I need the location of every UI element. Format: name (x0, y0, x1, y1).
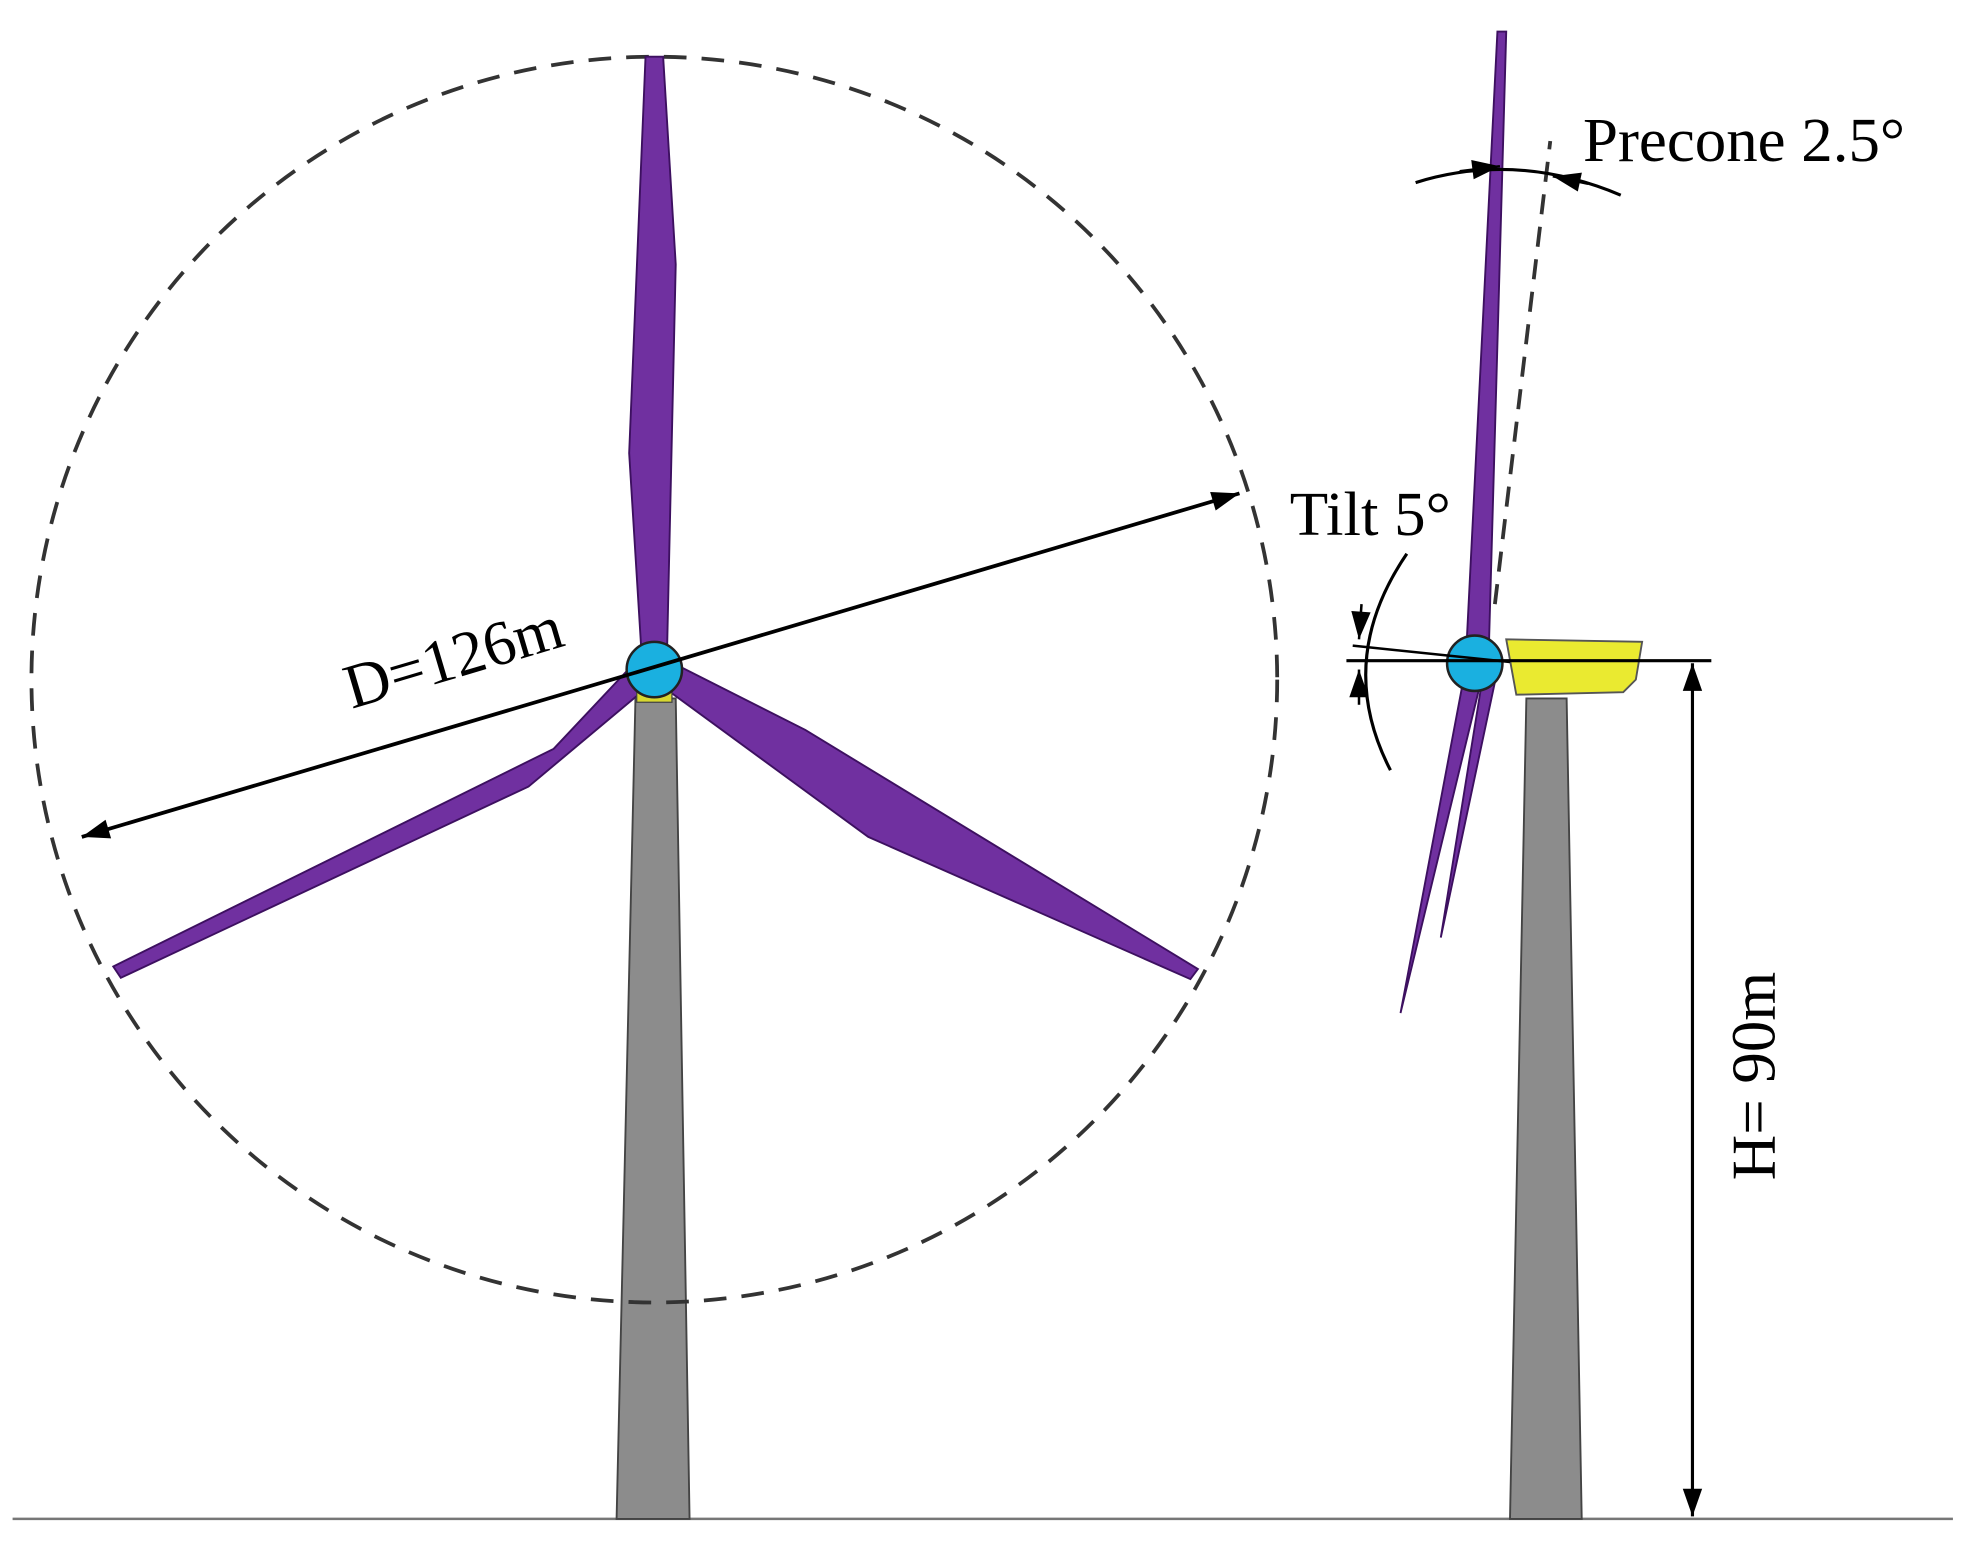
precone-arc (1415, 167, 1622, 197)
precone-arrow (1552, 172, 1589, 192)
height-label: H= 90m (1718, 972, 1788, 1180)
blade (628, 55, 677, 658)
tilt-arc (1364, 552, 1409, 771)
rotor-circle (29, 54, 1280, 1305)
blade (665, 663, 1200, 981)
blade-side (1399, 678, 1481, 1014)
diameter-arrow (81, 491, 1240, 839)
tilt-arrow (1351, 604, 1371, 640)
tilt-label: Tilt 5° (1290, 479, 1451, 549)
hub (625, 640, 684, 699)
hub-side (1445, 634, 1504, 693)
tower-front (615, 697, 691, 1520)
precone-line (1493, 140, 1553, 605)
tilt-line (1352, 644, 1511, 664)
tower-side (1509, 697, 1583, 1520)
nacelle (1505, 638, 1644, 696)
precone-label: Precone 2.5° (1583, 105, 1905, 175)
precone-arrow (1459, 160, 1501, 180)
